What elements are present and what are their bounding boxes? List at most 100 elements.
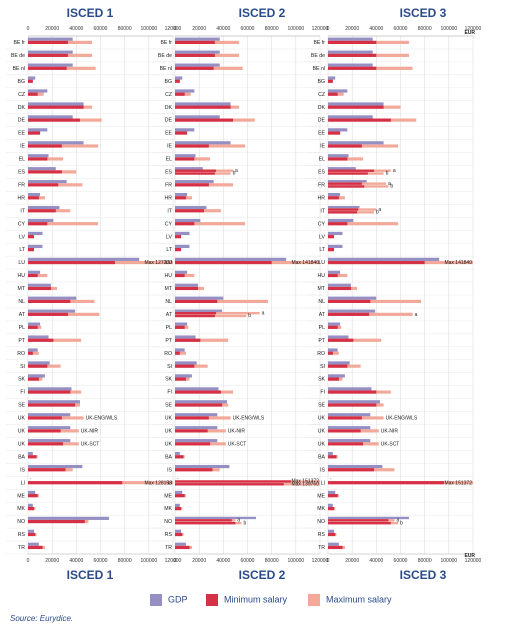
panel-title-top-3: ISCED 3 <box>399 6 447 20</box>
bar-gdp <box>328 309 376 313</box>
bar-min-salary <box>328 144 362 148</box>
country-label: RS <box>18 532 26 538</box>
bar-gdp <box>28 296 77 300</box>
tick-label-top: 100000 <box>440 26 457 32</box>
bar-gdp <box>28 464 83 469</box>
bar-annotation: UK-NIR <box>81 429 99 435</box>
tick-label-bottom: 20000 <box>192 558 206 564</box>
country-label: MK <box>317 506 325 512</box>
bar-gdp <box>328 283 351 287</box>
tick-label-top: 60000 <box>94 26 108 32</box>
country-label: NL <box>165 299 172 305</box>
country-label: DK <box>18 105 26 111</box>
bar-min-salary <box>175 480 291 483</box>
bar-annotation: Max 141840 <box>444 260 472 266</box>
tick-label-top: 80000 <box>118 26 132 32</box>
bar-min-salary <box>28 481 123 485</box>
bar-min-salary <box>175 532 183 537</box>
bar-gdp <box>175 154 196 158</box>
bar-gdp <box>28 503 33 507</box>
tick-label-top: 100000 <box>287 26 304 32</box>
bar-annotation-b: b <box>243 520 246 526</box>
bar-gdp <box>328 193 341 197</box>
bar-min-salary <box>175 403 223 407</box>
bar-min-salary <box>328 66 377 70</box>
country-label: FR <box>18 182 25 188</box>
bar-min-salary <box>28 209 56 213</box>
country-label: HU <box>165 273 173 279</box>
bar-min-salary <box>175 131 188 135</box>
country-label: UK <box>318 441 326 447</box>
bar-min-salary <box>328 468 374 472</box>
country-label: ES <box>318 170 325 176</box>
bar-annotation: UK-NIR <box>228 429 246 435</box>
country-label: FI <box>320 390 325 396</box>
bar-annotation: UK-ENG/WLS <box>86 416 118 422</box>
country-label: IE <box>320 144 325 150</box>
bar-min-salary <box>175 92 185 96</box>
country-label: LI <box>168 480 172 486</box>
bar-min-salary <box>28 338 54 342</box>
bar-gdp <box>175 529 182 533</box>
bar-gdp <box>328 205 360 209</box>
bar-min-salary <box>175 338 201 342</box>
bar-gdp <box>28 335 49 339</box>
tick-label-bottom: 80000 <box>118 558 132 564</box>
bar-min-salary <box>175 377 186 381</box>
bar-min-salary-b <box>328 211 357 214</box>
country-label: CZ <box>165 92 172 98</box>
country-label: TR <box>165 545 172 551</box>
bar-annotation: Max 151372 <box>291 479 319 485</box>
country-label: LI <box>21 480 25 486</box>
tick-label-bottom: 40000 <box>69 558 83 564</box>
bar-gdp <box>28 490 36 495</box>
bar-min-salary <box>175 209 204 213</box>
tick-label-top: 120000 <box>312 26 329 32</box>
tick-label-bottom: 20000 <box>45 558 59 564</box>
bar-annotation: UK-ENG/WLS <box>386 416 418 422</box>
bar-gdp <box>328 464 383 469</box>
bar-gdp <box>175 89 195 93</box>
panel-title-bottom-2: ISCED 2 <box>238 568 286 582</box>
bar-min-salary <box>28 325 38 329</box>
bar-min-salary <box>28 403 76 407</box>
bar-gdp <box>175 63 220 67</box>
bar-min-salary <box>328 338 354 342</box>
bar-gdp <box>175 218 201 223</box>
bar-gdp <box>328 50 373 54</box>
bar-max-salary <box>28 222 99 226</box>
bar-gdp <box>328 516 409 520</box>
bar-min-salary <box>328 455 337 459</box>
panel-title-top-1: ISCED 1 <box>66 6 114 20</box>
bar-gdp <box>328 128 348 132</box>
bar-min-salary <box>28 507 35 511</box>
country-label: MT <box>318 286 326 292</box>
country-label: HU <box>18 273 26 279</box>
country-label: IS <box>167 467 172 473</box>
tick-label-bottom: 60000 <box>394 558 408 564</box>
bar-gdp <box>175 76 183 80</box>
bar-gdp <box>175 283 198 287</box>
bar-min-salary <box>175 248 182 252</box>
country-label: SE <box>318 403 325 409</box>
bar-gdp <box>175 37 220 41</box>
country-label: LI <box>321 480 325 486</box>
bar-min-salary <box>28 273 38 278</box>
bar-min-salary-b <box>328 521 391 525</box>
bar-min-salary <box>28 157 48 161</box>
bar-gdp <box>28 193 41 197</box>
bar-gdp <box>175 167 203 170</box>
bar-min-salary <box>28 260 115 265</box>
bar-gdp <box>328 374 345 378</box>
country-label: UK <box>165 441 173 447</box>
bar-min-salary <box>328 169 374 172</box>
bar-annotation-b: b <box>386 171 389 177</box>
bar-min-salary <box>28 532 36 537</box>
bar-gdp <box>175 102 231 106</box>
bar-max-salary <box>175 144 246 148</box>
bar-min-salary <box>175 273 185 278</box>
bar-annotation-b: b <box>233 171 236 177</box>
bar-min-salary <box>328 222 348 226</box>
bar-min-salary <box>175 196 186 200</box>
